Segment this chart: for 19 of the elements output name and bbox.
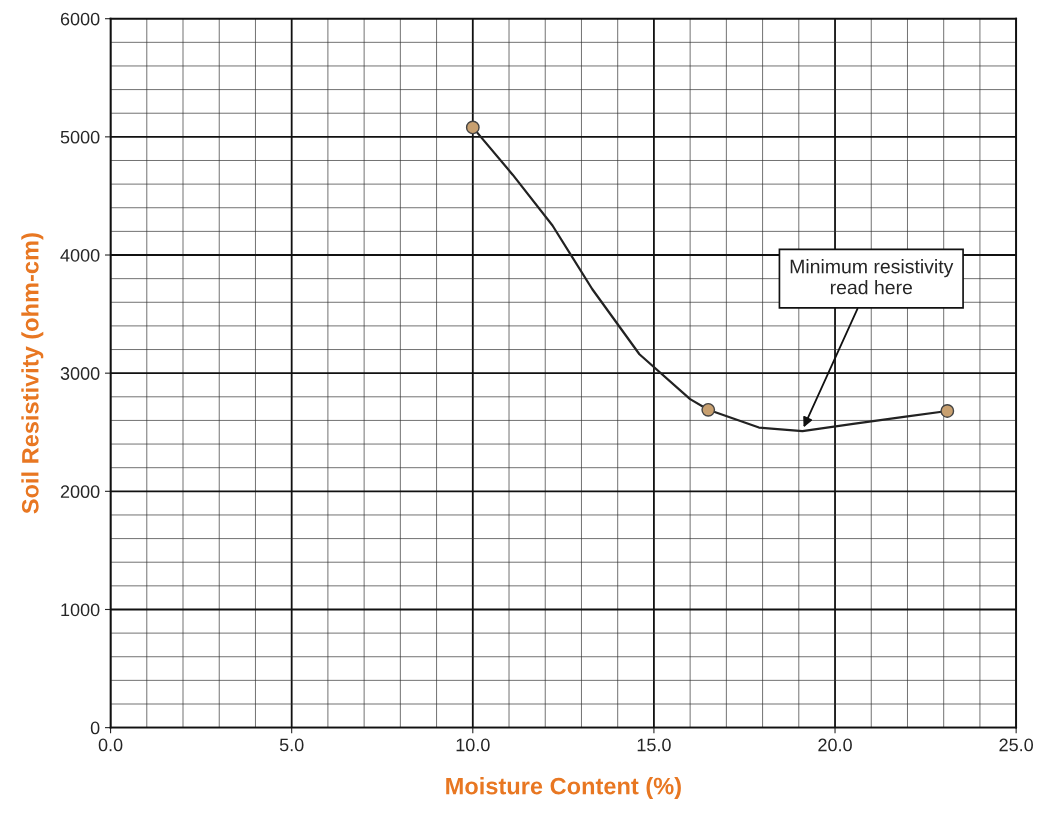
y-tick-label: 4000: [60, 248, 100, 262]
point: [940, 404, 955, 418]
x-tick-label: 20.0: [818, 738, 852, 752]
y-axis-title: Soil Resistivity (ohm-cm): [21, 233, 44, 514]
x-tick-label: 15.0: [637, 738, 671, 752]
y-tick-label: 0: [90, 721, 100, 735]
x-tick-label: 5.0: [279, 738, 304, 752]
x-axis-title: Moisture Content (%): [446, 777, 681, 800]
y-tick-label: 3000: [60, 367, 100, 380]
y-tick-label: 1000: [61, 603, 100, 617]
annotation: Minimum resistivity read here: [790, 259, 954, 295]
y-tick-label: 2000: [60, 485, 100, 499]
point: [465, 120, 480, 135]
x-tick-label: 0.0: [98, 738, 123, 752]
y-tick-label: 6000: [60, 12, 100, 26]
y-tick-label: 5000: [60, 130, 100, 144]
x-tick-label: 25.0: [999, 738, 1034, 752]
point: [701, 402, 716, 417]
x-tick-label: 10.0: [456, 738, 490, 752]
